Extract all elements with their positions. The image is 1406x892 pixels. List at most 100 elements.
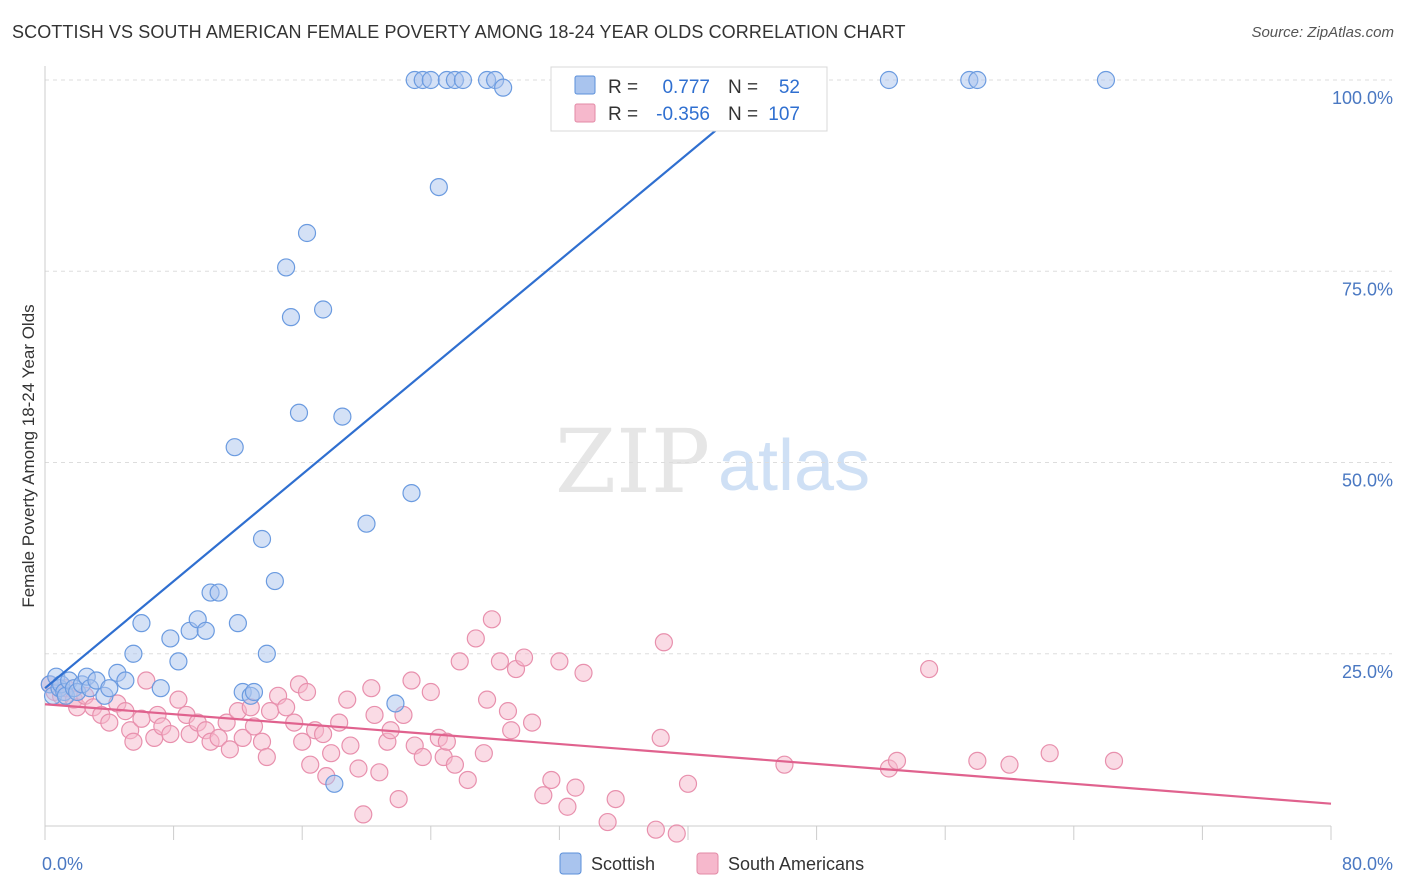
scottish-point xyxy=(325,774,344,793)
scottish-point xyxy=(357,514,376,533)
south-americans-point xyxy=(338,690,357,709)
south-americans-point xyxy=(498,702,518,721)
south-americans-point xyxy=(775,755,794,774)
y-tick-label: 25.0% xyxy=(1342,662,1393,682)
south-americans-point xyxy=(402,671,421,690)
south-americans-point xyxy=(277,698,296,717)
south-americans-r-value: -0.356 xyxy=(656,104,710,125)
south-americans-point xyxy=(349,759,368,778)
y-tick-label: 100.0% xyxy=(1332,88,1393,108)
south-americans-point xyxy=(260,702,280,721)
south-americans-point xyxy=(233,728,252,748)
x-tick-label: 0.0% xyxy=(42,854,83,874)
scottish-point xyxy=(968,70,987,90)
south-americans-point xyxy=(606,789,625,809)
south-americans-point xyxy=(654,633,673,652)
south-americans-point xyxy=(137,671,156,690)
scottish-point xyxy=(124,644,143,663)
south-americans-point xyxy=(458,770,477,790)
y-tick-label: 75.0% xyxy=(1342,279,1393,299)
south-americans-point xyxy=(252,732,272,751)
scottish-point xyxy=(289,403,309,422)
south-americans-point xyxy=(365,705,384,725)
south-americans-point xyxy=(1040,744,1059,763)
south-americans-point xyxy=(161,724,180,744)
scottish-point xyxy=(297,223,317,243)
y-axis-title: Female Poverty Among 18-24 Year Olds xyxy=(19,304,38,607)
south-americans-point xyxy=(301,755,320,774)
south-americans-point xyxy=(445,755,465,774)
scottish-point xyxy=(402,484,421,503)
scottish-point xyxy=(386,694,405,713)
south-americans-point xyxy=(550,652,569,671)
south-americans-point xyxy=(887,751,907,770)
south-americans-point xyxy=(421,682,440,702)
scottish-point xyxy=(161,629,180,648)
south-americans-point xyxy=(490,652,510,671)
scottish-point xyxy=(257,644,276,663)
south-americans-point xyxy=(474,744,493,763)
south-americans-point xyxy=(651,728,670,748)
series-legend: Scottish South Americans xyxy=(559,852,864,875)
scottish-point xyxy=(277,258,296,277)
south-americans-point xyxy=(558,797,577,816)
legend-scottish-label: Scottish xyxy=(591,854,655,874)
x-tick-label: 80.0% xyxy=(1342,854,1393,874)
scottish-point xyxy=(494,78,513,97)
south-americans-point xyxy=(482,610,501,629)
south-americans-point xyxy=(1000,755,1019,774)
trend-lines xyxy=(44,79,1332,805)
scottish-point xyxy=(313,300,333,319)
y-tick-label: 50.0% xyxy=(1342,471,1393,491)
south-americans-point xyxy=(257,747,276,767)
south-americans-point xyxy=(341,736,360,755)
south-americans-point xyxy=(646,820,665,839)
south-americans-point xyxy=(534,786,553,805)
south-americans-point xyxy=(450,652,469,671)
scottish-point xyxy=(1096,70,1116,90)
south-americans-n-value: 107 xyxy=(768,104,800,125)
south-americans-point xyxy=(169,690,188,709)
south-americans-point xyxy=(542,770,561,790)
south-americans-point xyxy=(522,713,542,732)
south-americans-point xyxy=(313,724,333,744)
legend-scottish-swatch xyxy=(559,852,582,875)
scottish-point xyxy=(333,407,352,426)
watermark-zip: ZIP xyxy=(555,410,710,513)
south-americans-n-label: N = xyxy=(728,104,758,125)
scottish-n-value: 52 xyxy=(779,77,800,98)
south-americans-point xyxy=(678,774,698,793)
south-americans-point xyxy=(1104,751,1124,770)
south-americans-point xyxy=(354,805,373,824)
scottish-point xyxy=(228,614,247,633)
south-americans-swatch xyxy=(574,103,596,123)
legend-south-americans-swatch xyxy=(696,852,719,875)
scottish-point xyxy=(209,583,228,602)
scottish-point xyxy=(244,682,264,702)
south-americans-point xyxy=(209,728,228,748)
south-americans-point xyxy=(437,732,456,751)
south-americans-point xyxy=(566,778,585,797)
south-americans-trend-line xyxy=(44,703,1332,805)
tick-labels: 25.0% 50.0% 75.0% 100.0% 0.0% 80.0% xyxy=(42,88,1393,874)
scottish-r-label: R = xyxy=(608,77,638,98)
south-americans-point xyxy=(220,740,239,759)
south-americans-point xyxy=(514,648,534,667)
scottish-point xyxy=(281,308,301,327)
scottish-point xyxy=(453,70,473,90)
watermark-atlas: atlas xyxy=(718,426,870,506)
south-americans-points xyxy=(40,610,1124,843)
south-americans-point xyxy=(598,812,617,832)
grid-lines xyxy=(45,79,1392,655)
south-americans-point xyxy=(124,732,143,751)
stats-legend: R = 0.777 N = 52 R = -0.356 N = 107 xyxy=(550,66,828,132)
scottish-point xyxy=(100,679,119,698)
scottish-n-label: N = xyxy=(728,77,758,98)
scottish-point xyxy=(196,621,215,640)
scottish-point xyxy=(169,652,188,671)
south-americans-point xyxy=(920,659,939,679)
scottish-point xyxy=(265,571,284,591)
south-americans-point xyxy=(574,663,593,682)
scottish-point xyxy=(252,529,272,549)
